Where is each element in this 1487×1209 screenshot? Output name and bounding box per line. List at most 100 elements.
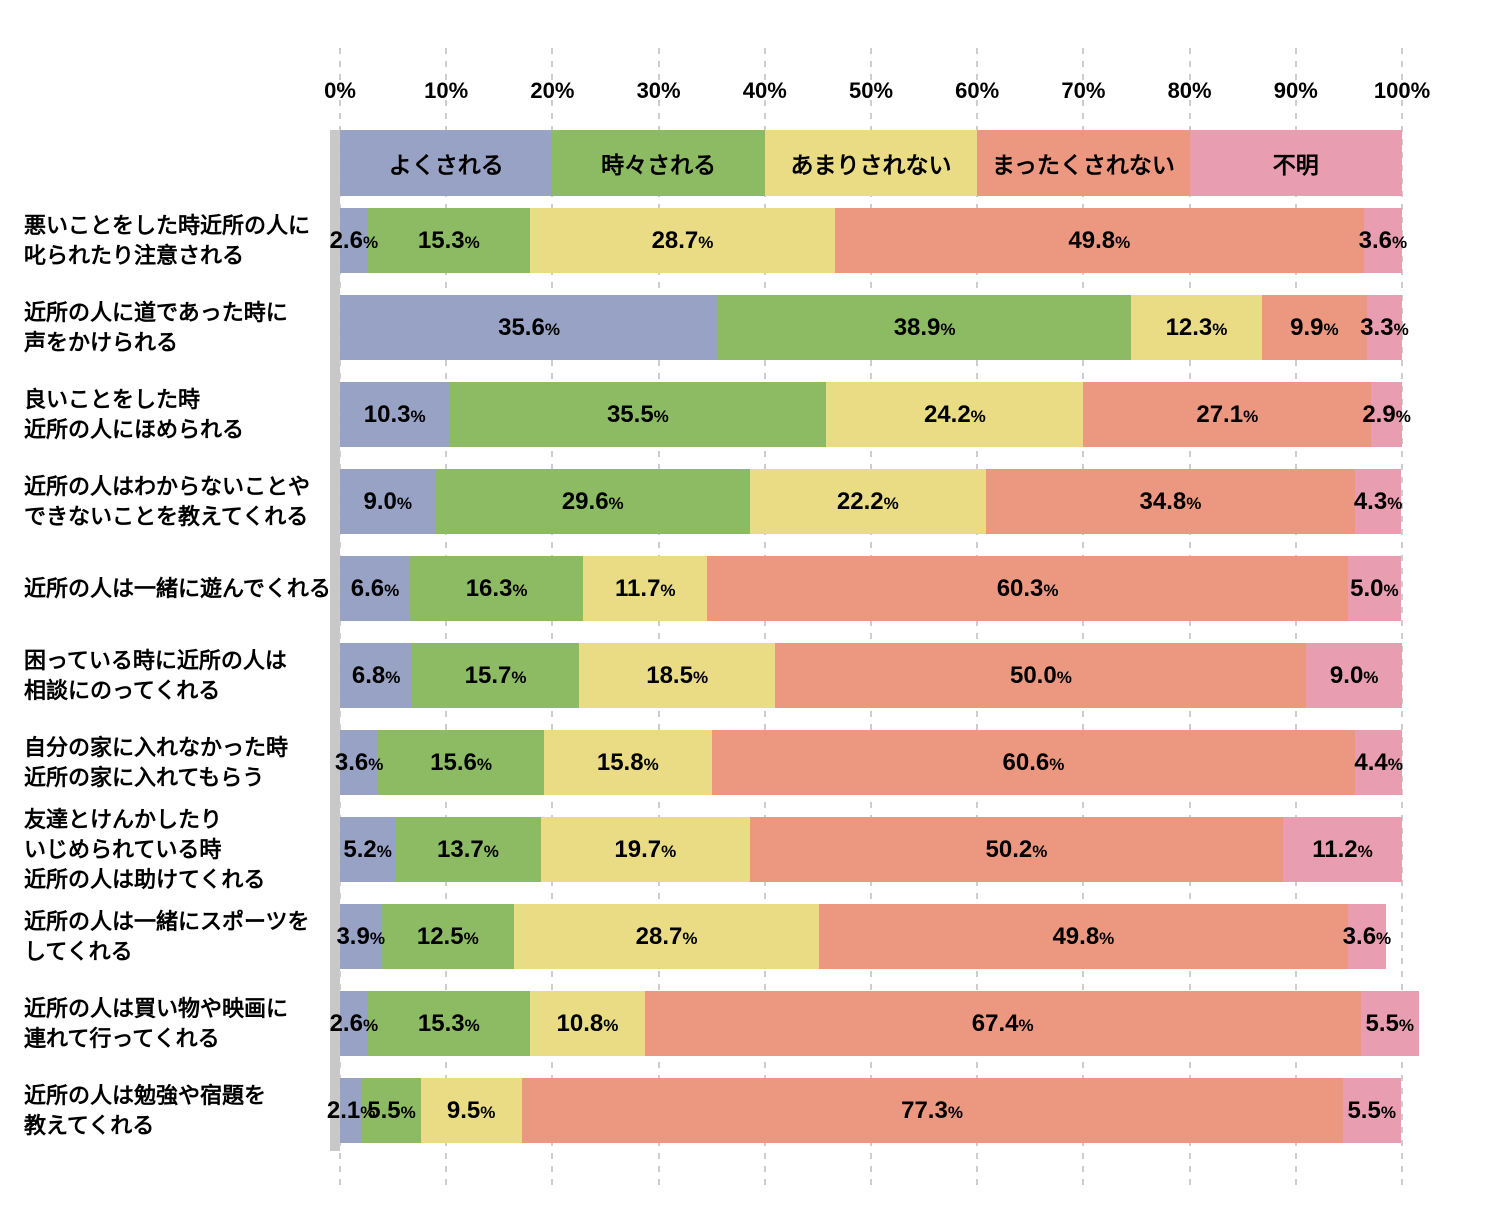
segment-value-label: 2.6% bbox=[329, 226, 379, 254]
segment-value-label: 28.7% bbox=[651, 226, 714, 254]
plot-area: 0% 10% 20% 30% 40% 50% 60% 70% 80% 90% 100% よくされる 時々… bbox=[324, 0, 1430, 1209]
gridline bbox=[1401, 48, 1403, 1188]
percent-sign: % bbox=[376, 841, 392, 861]
percent-sign: % bbox=[643, 754, 659, 774]
category-label: 近所の人はわからないことや できないことを教えてくれる bbox=[24, 469, 336, 534]
x-axis-tick-label: 30% bbox=[636, 78, 681, 103]
bar-row: 10.3% 35.5% 24.2% 27.1% 2.9% bbox=[340, 382, 1411, 447]
segment-value-label: 22.2% bbox=[836, 487, 899, 515]
segment-value-label: 9.0% bbox=[1329, 661, 1379, 689]
bar-segment: 35.5% bbox=[449, 382, 827, 447]
legend-item: まったくされない bbox=[977, 130, 1190, 196]
percent-sign: % bbox=[1056, 667, 1072, 687]
percent-sign: % bbox=[1115, 232, 1131, 252]
percent-sign: % bbox=[940, 319, 956, 339]
percent-sign: % bbox=[362, 1015, 379, 1035]
segment-value-label: 50.0% bbox=[1009, 661, 1072, 689]
segment-value-label: 4.3% bbox=[1353, 487, 1403, 515]
bar-segment: 49.8% bbox=[818, 904, 1348, 969]
percent-sign: % bbox=[464, 1015, 480, 1035]
percent-sign: % bbox=[1043, 580, 1059, 600]
percent-sign: % bbox=[1323, 319, 1339, 339]
bar-segment: 60.3% bbox=[707, 556, 1348, 621]
category-label-text: 困っている時に近所の人は 相談にのってくれる bbox=[24, 647, 287, 703]
bar-row: 2.1% 5.5% 9.5% 77.3% 5.5% bbox=[327, 1078, 1402, 1143]
bar-segment: 5.2% bbox=[340, 817, 396, 882]
percent-sign: % bbox=[396, 493, 413, 513]
bar-segment: 15.6% bbox=[378, 730, 544, 795]
segment-value-label: 3.9% bbox=[336, 922, 385, 950]
segment-value-label: 29.6% bbox=[561, 487, 624, 515]
bar-segment: 24.2% bbox=[826, 382, 1084, 447]
category-label: 良いことをした時 近所の人にほめられる bbox=[24, 382, 336, 447]
segment-value-label: 16.3% bbox=[465, 574, 528, 602]
legend-item-label: 不明 bbox=[1272, 152, 1319, 178]
segment-value-label: 10.3% bbox=[363, 400, 426, 428]
percent-sign: % bbox=[947, 1102, 963, 1122]
segment-value-label: 5.5% bbox=[367, 1096, 416, 1124]
segment-value-label: 3.6% bbox=[1342, 922, 1392, 950]
percent-sign: % bbox=[1380, 1102, 1396, 1122]
axis-baseline-strip bbox=[330, 130, 340, 1151]
segment-value-label: 12.5% bbox=[416, 922, 479, 950]
bar-row: 5.2% 13.7% 19.7% 50.2% 11.2% bbox=[340, 817, 1402, 882]
percent-sign: % bbox=[1099, 928, 1115, 948]
percent-sign: % bbox=[1395, 406, 1411, 426]
bar-segment: 28.7% bbox=[530, 208, 835, 273]
x-axis-tick-label: 20% bbox=[530, 78, 575, 103]
category-label-text: 近所の人に道であった時に 声をかけられる bbox=[24, 299, 288, 355]
percent-sign: % bbox=[603, 1015, 619, 1035]
segment-value-label: 11.7% bbox=[615, 574, 676, 602]
bar-segment: 35.6% bbox=[340, 295, 719, 360]
segment-value-label: 4.4% bbox=[1354, 748, 1403, 776]
percent-sign: % bbox=[369, 928, 385, 948]
legend-item-label: あまりされない bbox=[790, 152, 952, 178]
bar-segment: 50.2% bbox=[749, 817, 1284, 882]
segment-value-label: 5.5% bbox=[1365, 1009, 1415, 1037]
category-label: 困っている時に近所の人は 相談にのってくれる bbox=[24, 643, 336, 708]
segment-value-label: 3.3% bbox=[1360, 313, 1409, 341]
bar-segment: 2.1% bbox=[327, 1078, 375, 1143]
percent-sign: % bbox=[483, 841, 499, 861]
percent-sign: % bbox=[970, 406, 986, 426]
segment-value-label: 50.2% bbox=[985, 835, 1048, 863]
category-label: 自分の家に入れなかった時 近所の家に入れてもらう bbox=[24, 730, 336, 795]
percent-sign: % bbox=[362, 232, 379, 252]
bar-segment: 38.9% bbox=[718, 295, 1132, 360]
segment-value-label: 35.5% bbox=[606, 400, 669, 428]
bar-segment: 4.3% bbox=[1353, 469, 1403, 534]
bar-segment: 15.3% bbox=[367, 208, 531, 273]
percent-sign: % bbox=[1363, 667, 1379, 687]
segment-value-label: 49.8% bbox=[1052, 922, 1115, 950]
percent-sign: % bbox=[660, 580, 676, 600]
bar-segment: 10.3% bbox=[340, 382, 450, 447]
percent-sign: % bbox=[692, 667, 709, 687]
percent-sign: % bbox=[1357, 841, 1373, 861]
bar-segment: 5.0% bbox=[1347, 556, 1401, 621]
legend-item-label: まったくされない bbox=[991, 152, 1175, 178]
legend-item-label: 時々される bbox=[601, 152, 717, 178]
bar-segment: 6.8% bbox=[340, 643, 413, 708]
segment-value-label: 2.6% bbox=[329, 1009, 379, 1037]
percent-sign: % bbox=[410, 406, 426, 426]
bar-segment: 4.4% bbox=[1354, 730, 1403, 795]
legend-item: 不明 bbox=[1189, 130, 1402, 196]
bar-segment: 60.6% bbox=[711, 730, 1356, 795]
percent-sign: % bbox=[1186, 493, 1202, 513]
segment-value-label: 60.6% bbox=[1002, 748, 1065, 776]
category-label-text: 悪いことをした時近所の人に 叱られたり注意される bbox=[24, 212, 311, 268]
percent-sign: % bbox=[1398, 1015, 1415, 1035]
bar-segment: 3.6% bbox=[1343, 904, 1391, 969]
percent-sign: % bbox=[1391, 232, 1408, 252]
bar-segment: 18.5% bbox=[578, 643, 776, 708]
bar-row: 2.6% 15.3% 28.7% 49.8% 3.6% bbox=[330, 208, 1407, 273]
x-axis-tick-label: 100% bbox=[1373, 78, 1431, 103]
segment-value-label: 6.8% bbox=[351, 661, 401, 689]
bar-segment: 10.8% bbox=[530, 991, 645, 1056]
percent-sign: % bbox=[511, 667, 527, 687]
bar-segment: 19.7% bbox=[540, 817, 750, 882]
category-label-text: 友達とけんかしたり いじめられている時 近所の人は助けてくれる bbox=[24, 806, 266, 892]
category-label: 近所の人は一緒に遊んでくれる bbox=[24, 556, 336, 621]
segment-value-label: 9.0% bbox=[363, 487, 413, 515]
